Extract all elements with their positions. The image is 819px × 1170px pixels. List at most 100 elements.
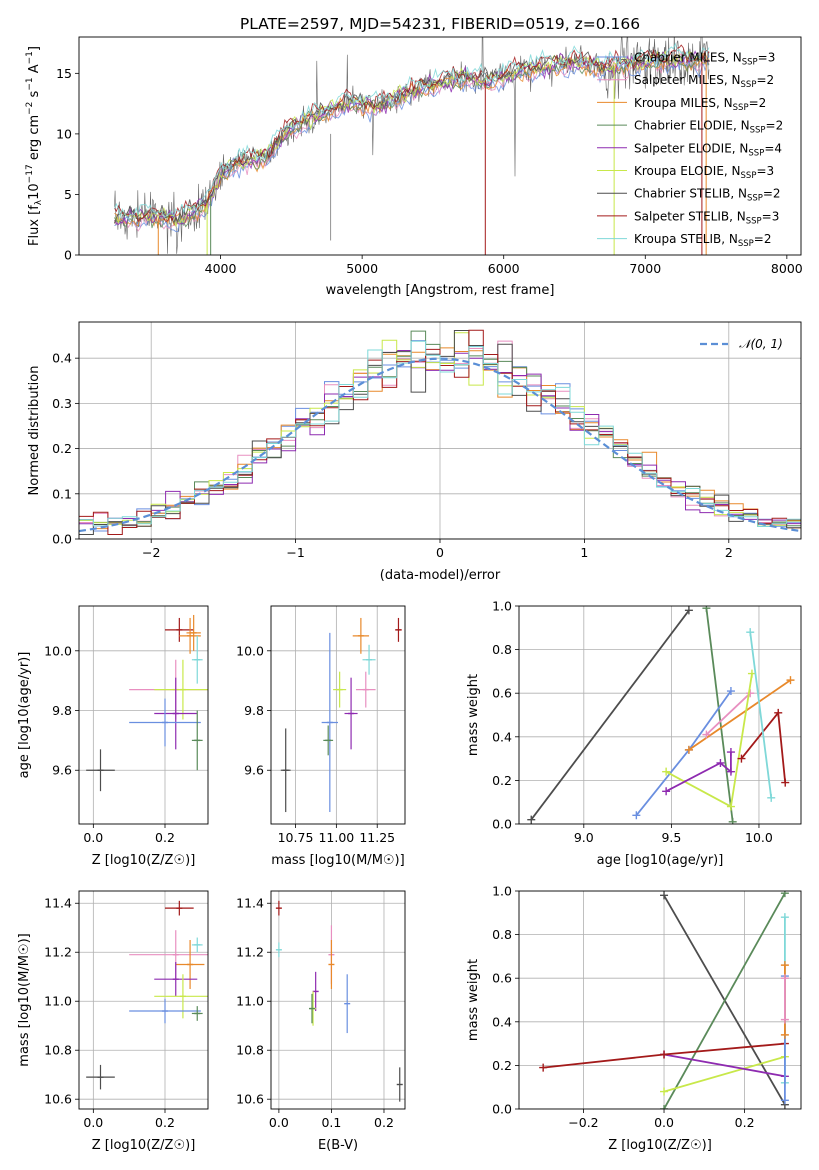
x-tick-label: 0.1 bbox=[321, 1115, 341, 1130]
model-line-2 bbox=[114, 52, 710, 228]
plus-marker bbox=[527, 815, 536, 824]
plus-marker bbox=[780, 1096, 789, 1105]
plus-marker bbox=[780, 1015, 789, 1024]
legend-entry: 𝒩(0, 1) bbox=[739, 337, 783, 351]
plus-marker bbox=[726, 687, 735, 696]
legend-entry-0: Chabrier MILES, NSSP=3 bbox=[634, 51, 775, 68]
x-tick-label: 10.0 bbox=[745, 830, 773, 845]
panel-age_vs_Z: 0.0 0.2 9.6 9.8 10.0 Z [log10(Z/Z☉)] age [log1… bbox=[17, 605, 209, 868]
model-line-6 bbox=[113, 48, 710, 224]
legend-entry-8: Kroupa STELIB, NSSP=2 bbox=[634, 232, 772, 249]
y-tick-label: 0.8 bbox=[492, 927, 512, 942]
plus-marker bbox=[781, 778, 790, 787]
plus-marker bbox=[726, 748, 735, 757]
y-tick-label: 11.2 bbox=[44, 945, 72, 960]
axes-frame bbox=[518, 605, 802, 825]
y-tick-label: 1.0 bbox=[492, 599, 512, 614]
y-axis-label: mass weight bbox=[466, 959, 481, 1041]
plus-marker bbox=[662, 767, 671, 776]
x-tick-label: 1 bbox=[580, 545, 588, 560]
y-tick-label: 9.6 bbox=[52, 763, 72, 778]
x-tick-label: −2 bbox=[142, 545, 160, 560]
plus-marker bbox=[728, 817, 737, 824]
plus-marker bbox=[662, 787, 671, 796]
plot-area-weight_vs_Z bbox=[519, 891, 801, 1109]
legend-entry-4: Salpeter ELODIE, NSSP=4 bbox=[634, 141, 782, 158]
axes-frame bbox=[78, 321, 802, 540]
x-axis-label: mass [log10(M/M☉)] bbox=[271, 853, 404, 868]
panel-residuals: −2 −1 0 1 2 0.0 0.1 0.2 0.3 0.4 (data-model)/error… bbox=[27, 321, 802, 583]
y-tick-label: 10.6 bbox=[44, 1092, 72, 1107]
plus-marker bbox=[726, 802, 735, 811]
plot-area-spectrum bbox=[113, 37, 710, 255]
y-tick-label: 11.4 bbox=[236, 896, 264, 911]
x-axis-label: Z [log10(Z/Z☉)] bbox=[608, 1138, 712, 1153]
x-axis-label: E(B-V) bbox=[318, 1138, 358, 1153]
y-tick-label: 0.4 bbox=[52, 351, 72, 366]
y-tick-label: 5 bbox=[64, 187, 72, 202]
panel-weight_vs_age: 9.0 9.5 10.0 0.0 0.2 0.4 0.6 0.8 1.0 age [log10(a… bbox=[466, 599, 802, 868]
weight-series-1 bbox=[705, 608, 734, 822]
panel-age_vs_mass: 10.75 11.00 11.25 9.6 9.8 10.0 mass [log10(M/M… bbox=[236, 605, 406, 868]
figure-title: PLATE=2597, MJD=54231, FIBERID=0519, z=0… bbox=[240, 15, 640, 33]
plus-marker bbox=[737, 754, 746, 763]
y-tick-label: 9.8 bbox=[52, 703, 72, 718]
plot-area-age_vs_mass bbox=[271, 606, 405, 824]
axes-frame bbox=[78, 890, 209, 1110]
legend-entry-2: Kroupa MILES, NSSP=2 bbox=[634, 96, 766, 113]
normal-curve bbox=[79, 357, 801, 533]
y-tick-label: 0.4 bbox=[492, 1014, 512, 1029]
y-tick-label: 0.8 bbox=[492, 642, 512, 657]
plus-marker bbox=[660, 1105, 669, 1109]
y-tick-label: 10.6 bbox=[236, 1092, 264, 1107]
y-axis-label: age [log10(age/yr)] bbox=[17, 652, 32, 779]
x-tick-label: 2 bbox=[725, 545, 733, 560]
plus-marker bbox=[702, 730, 711, 739]
x-tick-label: 9.0 bbox=[574, 830, 594, 845]
weight-series-2 bbox=[635, 690, 732, 816]
y-tick-label: 0.6 bbox=[492, 686, 512, 701]
panel-weight_vs_Z: −0.2 0.0 0.2 0.0 0.2 0.4 0.6 0.8 1.0 Z [log10(Z/Z… bbox=[466, 884, 802, 1153]
plus-marker bbox=[716, 758, 725, 767]
weight-series-7 bbox=[740, 710, 787, 783]
y-tick-label: 0.4 bbox=[492, 729, 512, 744]
y-axis-label: Flux [fλ10−17 erg cm−2 s−1 A−1] bbox=[25, 46, 44, 246]
axes-frame bbox=[270, 890, 406, 1110]
x-tick-label: −0.2 bbox=[568, 1115, 598, 1130]
x-tick-label: 0.0 bbox=[654, 1115, 674, 1130]
x-axis-label: Z [log10(Z/Z☉)] bbox=[92, 853, 196, 868]
x-axis-label: (data-model)/error bbox=[380, 568, 501, 583]
x-tick-label: 11.25 bbox=[359, 830, 395, 845]
y-tick-label: 11.0 bbox=[236, 994, 264, 1009]
plot-area-mass_vs_ebv bbox=[271, 891, 405, 1109]
x-tick-label: 9.5 bbox=[661, 830, 681, 845]
x-axis-label: age [log10(age/yr)] bbox=[597, 853, 724, 868]
axes-frame bbox=[270, 605, 406, 825]
y-axis-label: mass [log10(M/M☉)] bbox=[17, 933, 32, 1066]
x-tick-label: 0.2 bbox=[735, 1115, 755, 1130]
y-tick-label: 11.2 bbox=[236, 945, 264, 960]
y-tick-label: 1.0 bbox=[492, 884, 512, 899]
legend-entry-6: Chabrier STELIB, NSSP=2 bbox=[634, 187, 781, 204]
plus-marker bbox=[746, 628, 755, 637]
weight-series-1 bbox=[663, 892, 786, 1109]
legend-entry-3: Chabrier ELODIE, NSSP=2 bbox=[634, 119, 783, 136]
y-tick-label: 10.0 bbox=[236, 643, 264, 658]
weight-series-8 bbox=[749, 632, 773, 798]
x-tick-label: 0.0 bbox=[83, 830, 103, 845]
weight-series-2 bbox=[663, 1055, 786, 1093]
y-tick-label: 0.0 bbox=[492, 1102, 512, 1117]
x-tick-label: 7000 bbox=[629, 261, 661, 276]
y-axis-label: Normed distribution bbox=[27, 366, 42, 496]
plus-marker bbox=[780, 913, 789, 922]
x-tick-label: 0.2 bbox=[374, 1115, 394, 1130]
y-tick-label: 0.3 bbox=[52, 396, 72, 411]
y-tick-label: 0.2 bbox=[492, 773, 512, 788]
panel-mass_vs_ebv: 0.0 0.1 0.2 10.6 10.8 11.0 11.2 11.4 E(B-V) bbox=[236, 890, 406, 1153]
y-tick-label: 11.4 bbox=[44, 896, 72, 911]
weight-series-3 bbox=[688, 679, 792, 751]
x-tick-label: 0.0 bbox=[269, 1115, 289, 1130]
y-axis-label: mass weight bbox=[466, 674, 481, 756]
y-tick-label: 9.6 bbox=[244, 763, 264, 778]
